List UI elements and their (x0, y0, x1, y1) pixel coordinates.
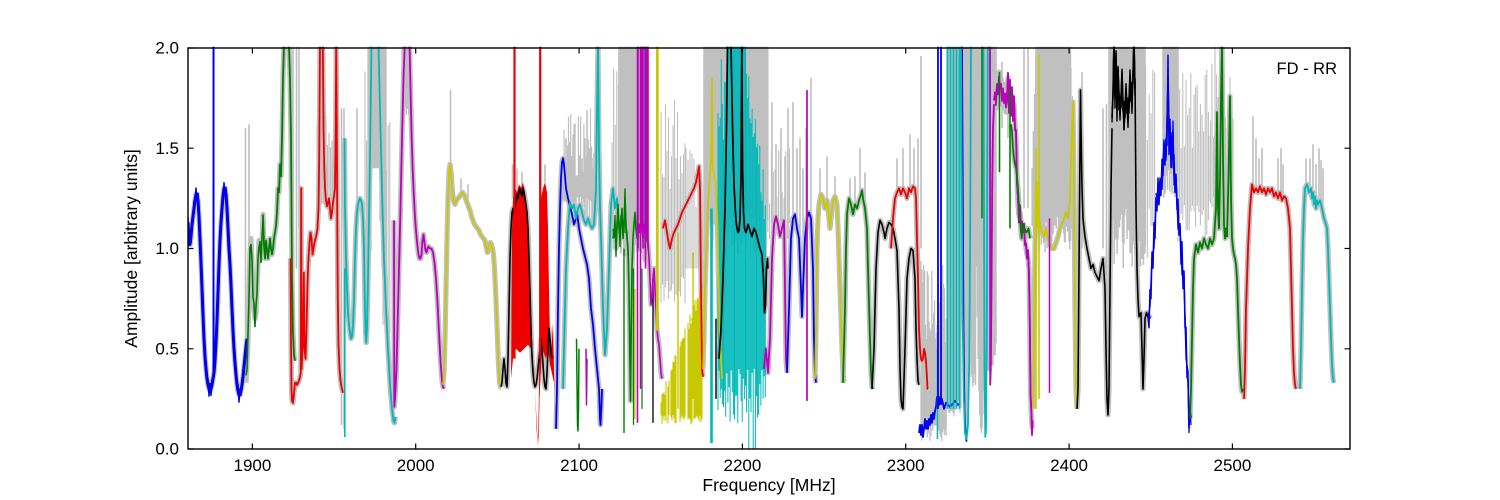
svg-text:2000: 2000 (397, 456, 435, 475)
svg-text:2500: 2500 (1213, 456, 1251, 475)
svg-text:Frequency [MHz]: Frequency [MHz] (702, 475, 835, 495)
svg-text:0.5: 0.5 (155, 339, 179, 358)
svg-text:FD - RR: FD - RR (1277, 60, 1338, 78)
svg-text:0.0: 0.0 (155, 440, 179, 459)
svg-text:2400: 2400 (1050, 456, 1088, 475)
svg-text:2.0: 2.0 (155, 39, 179, 58)
svg-text:2300: 2300 (887, 456, 925, 475)
svg-text:Amplitude [arbitrary units]: Amplitude [arbitrary units] (121, 149, 141, 347)
svg-text:1.5: 1.5 (155, 139, 179, 158)
svg-text:2200: 2200 (723, 456, 761, 475)
svg-text:2100: 2100 (560, 456, 598, 475)
svg-text:1.0: 1.0 (155, 239, 179, 258)
svg-text:1900: 1900 (233, 456, 271, 475)
